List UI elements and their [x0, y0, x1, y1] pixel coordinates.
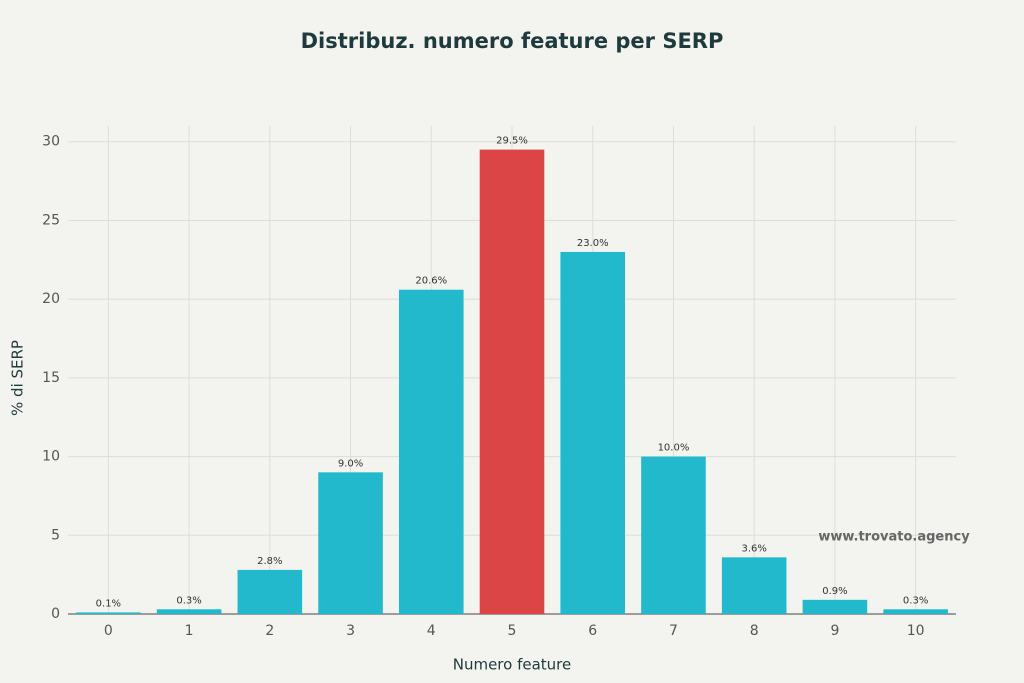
value-label: 9.0%: [338, 458, 363, 469]
x-tick-label: 6: [588, 623, 597, 639]
value-label: 20.6%: [415, 276, 447, 287]
x-tick-label: 3: [346, 623, 355, 639]
value-label: 0.1%: [96, 598, 121, 609]
value-label: 23.0%: [577, 238, 609, 249]
bar: [560, 251, 626, 614]
y-tick-label: 30: [42, 134, 60, 150]
bar: [318, 472, 383, 614]
y-tick-label: 15: [42, 370, 60, 386]
x-tick-label: 2: [265, 623, 274, 639]
bar: [76, 612, 141, 614]
x-tick-label: 0: [104, 623, 113, 639]
y-tick-label: 25: [42, 212, 60, 228]
value-label: 10.0%: [658, 443, 690, 454]
watermark: www.trovato.agency: [818, 530, 970, 545]
bar: [641, 456, 706, 614]
bar: [479, 149, 545, 614]
bar: [802, 599, 868, 614]
y-tick-label: 0: [51, 606, 60, 622]
value-label: 3.6%: [741, 543, 766, 554]
value-label: 2.8%: [257, 556, 282, 567]
value-label: 29.5%: [496, 136, 528, 147]
x-tick-label: 8: [750, 623, 759, 639]
bar: [721, 557, 787, 614]
x-tick-label: 1: [185, 623, 194, 639]
bar: [398, 289, 464, 614]
bar: [156, 609, 222, 614]
bar: [237, 569, 303, 614]
x-tick-label: 9: [830, 623, 839, 639]
y-axis-label: % di SERP: [9, 340, 27, 416]
value-label: 0.3%: [176, 595, 201, 606]
y-tick-label: 5: [51, 527, 60, 543]
x-tick-label: 7: [669, 623, 678, 639]
x-tick-label: 4: [427, 623, 436, 639]
value-label: 0.9%: [822, 586, 847, 597]
y-tick-label: 20: [42, 291, 60, 307]
bar: [883, 609, 948, 614]
value-label: 0.3%: [903, 595, 928, 606]
y-tick-label: 10: [42, 449, 60, 465]
x-axis-label: Numero feature: [453, 656, 572, 674]
chart-title: Distribuz. numero feature per SERP: [301, 29, 724, 53]
x-tick-label: 5: [508, 623, 517, 639]
x-tick-label: 10: [907, 623, 925, 639]
